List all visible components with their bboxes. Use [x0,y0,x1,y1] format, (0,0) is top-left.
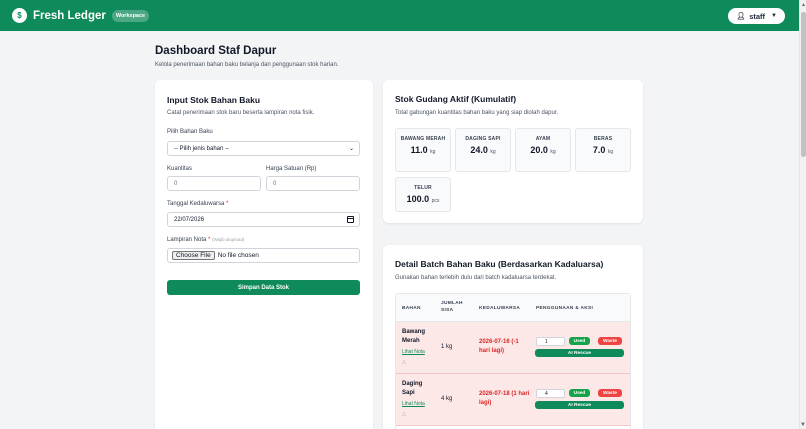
receipt-hint: (Wajib diupload) [212,237,245,242]
quantity-placeholder: 0 [174,180,178,187]
ai-rescue-button[interactable]: AI Rescue [535,349,624,357]
row-qty: 1 kg [441,344,453,350]
form-description: Catat penerimaan stok baru beserta lampi… [167,110,315,116]
batch-table: BAHAN JUMLAH SISA KEDALUWARSA PENGGUNAAN… [395,293,631,429]
quantity-label: Kuantitas [167,166,193,172]
table-row: Bawang Merah Lihat Nota △ 1 kg 2026-07-1… [396,322,630,374]
user-icon: 👤︎ [736,13,746,20]
save-stock-button[interactable]: Simpan Data Stok [167,280,360,295]
stock-item-name: DAGING SAPI [465,136,501,142]
stock-item-value: 11.0 kg [410,145,436,155]
ingredient-select-value: -- Pilih jenis bahan -- [174,145,230,152]
page-subtitle: Kelola penerimaan bahan baku belanja dan… [155,62,339,68]
stock-item: BERAS 7.0 kg [575,128,631,172]
price-placeholder: 0 [273,180,277,187]
receipt-thumbnail-icon[interactable]: △ [402,411,406,417]
stock-item-value: 100.0 pcs [406,194,440,204]
row-expiry: 2026-07-18 (1 hari lagi) [479,391,530,406]
batch-description: Gunakan bahan terlebih dulu dari batch k… [395,275,557,281]
stock-input-card: Input Stok Bahan Baku Catat penerimaan s… [155,80,373,429]
form-title: Input Stok Bahan Baku [167,95,261,105]
col-expiry: KEDALUWARSA [479,306,521,311]
row-ingredient: Bawang Merah [402,329,426,344]
stock-item-value: 20.0 kg [530,145,556,155]
expiry-date-value: 22/07/2026 [174,216,205,223]
stock-item-value: 24.0 kg [470,145,496,155]
stock-item: DAGING SAPI 24.0 kg [455,128,511,172]
price-label: Harga Satuan (Rp) [266,166,317,172]
receipt-file-input[interactable]: Choose File No file chosen [167,248,360,263]
expiry-label: Tanggal Kedaluwarsa * [167,201,228,207]
ai-rescue-button[interactable]: AI Rescue [535,401,624,409]
stock-item: BAWANG MERAH 11.0 kg [395,128,451,172]
quantity-input[interactable]: 0 [167,176,261,191]
price-input[interactable]: 0 [266,176,360,191]
usage-quantity-input[interactable]: 1 [536,337,565,346]
col-qty: JUMLAH SISA [441,301,463,313]
ingredient-select[interactable]: -- Pilih jenis bahan -- ⌄ [167,141,360,156]
scroll-up-icon[interactable]: ▲ [801,2,806,8]
page-scrollbar[interactable]: ▲ ▼ [799,0,806,429]
stock-item-name: BERAS [593,136,613,142]
receipt-label: Lampiran Nota * (Wajib diupload) [167,237,244,243]
user-label: staff [749,11,766,21]
row-expiry: 2026-07-16 (-1 hari lagi) [479,339,519,354]
stock-title: Stok Gudang Aktif (Kumulatif) [395,94,517,104]
used-button[interactable]: Used [569,337,590,345]
row-qty: 4 kg [441,396,453,402]
expiry-label-text: Tanggal Kedaluwarsa [167,201,225,207]
view-receipt-link[interactable]: Lihat Nota [402,349,425,355]
stock-item-name: AYAM [535,136,551,142]
top-navbar: $ Fresh Ledger Workspace 👤︎ staff ▼ [0,0,799,31]
file-status: No file chosen [217,252,259,259]
active-stock-card: Stok Gudang Aktif (Kumulatif) Total gabu… [383,80,643,223]
used-button[interactable]: Used [569,389,590,397]
table-header: BAHAN JUMLAH SISA KEDALUWARSA PENGGUNAAN… [396,294,630,322]
expiry-date-input[interactable]: 22/07/2026 [167,212,360,227]
stock-item: TELUR 100.0 pcs [395,177,451,212]
waste-button[interactable]: Waste [598,389,622,397]
batch-title: Detail Batch Bahan Baku (Berdasarkan Kad… [395,259,604,269]
stock-item-name: TELUR [414,185,432,191]
receipt-label-text: Lampiran Nota [167,237,207,243]
receipt-thumbnail-icon[interactable]: △ [402,359,406,365]
page-title: Dashboard Staf Dapur [155,45,277,57]
usage-quantity-input[interactable]: 4 [536,389,565,398]
required-asterisk: * [226,201,229,207]
choose-file-button[interactable]: Choose File [172,251,215,260]
stock-item-value: 7.0 kg [592,145,614,155]
required-asterisk: * [208,237,211,243]
scroll-down-icon[interactable]: ▼ [800,422,806,428]
col-ingredient: BAHAN [402,306,421,311]
brand-name[interactable]: Fresh Ledger [33,9,106,22]
user-menu-button[interactable]: 👤︎ staff ▼ [728,8,785,24]
caret-down-icon: ▼ [771,13,777,19]
ingredient-label: Pilih Bahan Baku [167,129,213,135]
waste-button[interactable]: Waste [598,337,622,345]
workspace-badge: Workspace [111,9,150,22]
col-actions: PENGGUNAAN & AKSI [536,306,594,311]
view-receipt-link[interactable]: Lihat Nota [402,401,425,407]
row-ingredient: Daging Sapi [402,381,423,396]
scrollbar-thumb[interactable] [801,12,806,157]
calendar-icon[interactable] [347,216,354,223]
logo-icon: $ [12,8,27,23]
stock-description: Total gabungan kuantitas bahan baku yang… [395,110,559,116]
stock-item: AYAM 20.0 kg [515,128,571,172]
stock-item-name: BAWANG MERAH [400,136,446,142]
batch-detail-card: Detail Batch Bahan Baku (Berdasarkan Kad… [383,245,643,429]
table-row: Daging Sapi Lihat Nota △ 4 kg 2026-07-18… [396,374,630,426]
chevron-down-icon: ⌄ [348,146,354,152]
